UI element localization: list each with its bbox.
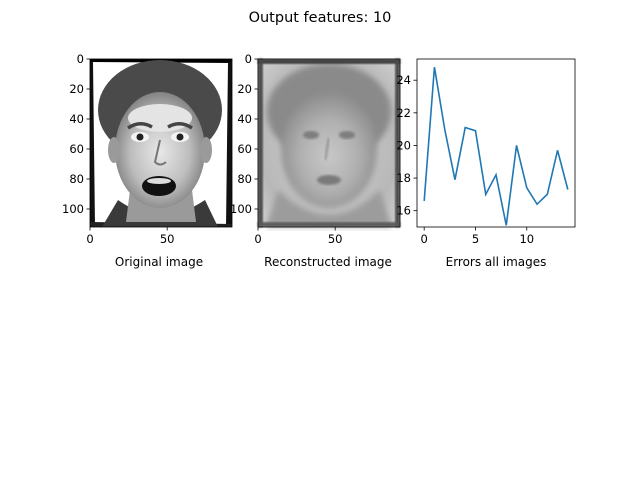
errors-y-tick-label: 16	[396, 204, 411, 218]
original-y-tick-label: 100	[62, 202, 84, 216]
errors-x-ticks: 0 5 10	[421, 227, 534, 246]
errors-y-tick-label: 18	[396, 171, 411, 185]
figure-suptitle: Output features: 10	[249, 10, 392, 26]
errors-y-tick-label: 24	[396, 73, 411, 87]
reconstructed-y-tick-label: 0	[245, 52, 252, 66]
original-x-tick-label: 0	[86, 232, 93, 246]
original-x-tick-label: 50	[160, 232, 175, 246]
reconstructed-x-tick-label: 0	[254, 232, 261, 246]
reconstructed-y-tick-label: 40	[237, 112, 252, 126]
reconstructed-y-ticks: 0 20 40 60 80 100	[230, 52, 258, 216]
original-y-tick-label: 20	[69, 82, 84, 96]
errors-chart-xlabel: Errors all images	[446, 255, 547, 269]
errors-data-points	[424, 67, 568, 226]
reconstructed-y-tick-label: 60	[237, 142, 252, 156]
reconstructed-image-panel: 0 50 0 20 40 60 80 100 Reconstructed image	[230, 52, 401, 269]
reconstructed-y-tick-label: 20	[237, 82, 252, 96]
errors-line-chart: 0 5 10 16 18 20 22 24 Errors all images	[396, 58, 576, 269]
errors-y-tick-label: 22	[396, 106, 411, 120]
errors-y-tick-label: 20	[396, 138, 411, 152]
errors-axes-frame	[416, 58, 576, 228]
errors-x-tick-label: 5	[472, 232, 479, 246]
errors-series-line	[423, 67, 569, 226]
original-face-image	[90, 59, 232, 227]
reconstructed-x-ticks: 0 50	[254, 227, 342, 246]
errors-x-tick-label: 10	[519, 232, 534, 246]
original-y-tick-label: 40	[69, 112, 84, 126]
original-y-tick-label: 0	[77, 52, 84, 66]
original-y-tick-label: 60	[69, 142, 84, 156]
original-image-xlabel: Original image	[115, 255, 203, 269]
errors-y-ticks: 16 18 20 22 24	[396, 73, 417, 218]
reconstructed-image-xlabel: Reconstructed image	[264, 255, 392, 269]
original-y-tick-label: 80	[69, 172, 84, 186]
reconstructed-face-image	[258, 59, 400, 227]
original-x-ticks: 0 50	[86, 227, 174, 246]
errors-x-tick-label: 0	[421, 232, 428, 246]
original-y-ticks: 0 20 40 60 80 100	[62, 52, 90, 216]
reconstructed-y-tick-label: 80	[237, 172, 252, 186]
reconstructed-x-tick-label: 50	[328, 232, 343, 246]
reconstructed-axes-frame	[257, 58, 401, 228]
original-axes-frame	[89, 58, 233, 228]
original-image-panel: 0 50 0 20 40 60 80 100 Original image	[62, 52, 233, 269]
reconstructed-y-tick-label: 100	[230, 202, 252, 216]
